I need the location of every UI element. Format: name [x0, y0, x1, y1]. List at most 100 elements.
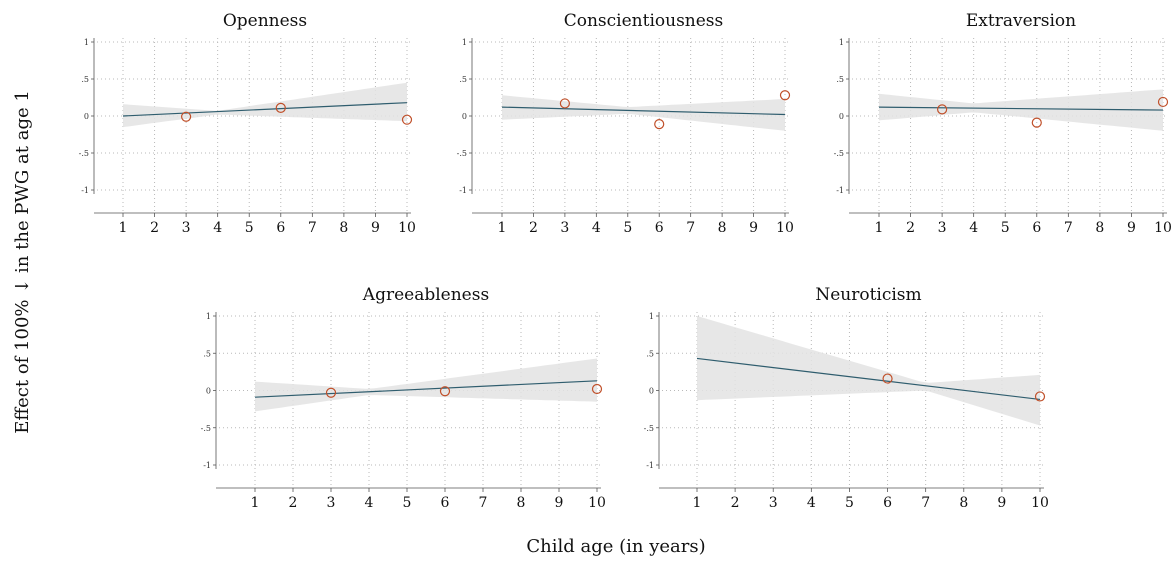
fitted-line: [122, 102, 408, 117]
estimate-point: [325, 387, 337, 398]
confidence-band: [879, 89, 1163, 131]
estimate-point: [937, 104, 948, 115]
x-tick-label: 9: [1127, 220, 1136, 236]
x-tick-label: 8: [339, 220, 348, 236]
y-tick-label: -.5: [79, 149, 89, 158]
x-tick-label: 2: [731, 495, 740, 511]
x-tick-label: 8: [1095, 220, 1104, 236]
x-tick-label: 7: [686, 220, 695, 236]
x-tick-label: 9: [555, 495, 564, 511]
panel-title: Agreeableness: [362, 285, 489, 305]
x-tick-label: 7: [308, 220, 317, 236]
estimate-point: [439, 386, 451, 397]
x-tick-label: 1: [498, 220, 507, 236]
x-tick-label: 5: [1001, 220, 1010, 236]
y-tick-label: 1: [84, 38, 89, 47]
confidence-band: [502, 95, 785, 131]
estimate-point: [401, 114, 413, 125]
x-tick-label: 1: [119, 220, 128, 236]
x-tick-label: 6: [883, 495, 892, 511]
estimate-point: [591, 383, 603, 395]
x-tick-label: 1: [693, 495, 702, 511]
y-tick-label: 1: [839, 38, 844, 47]
y-tick-label: 1: [649, 312, 654, 321]
y-tick-label: -1: [836, 186, 844, 195]
y-tick-label: -1: [646, 461, 654, 470]
y-tick-label: -1: [81, 186, 89, 195]
x-tick-label: 3: [938, 220, 947, 236]
y-tick-label: 0: [206, 387, 211, 396]
x-axis-title: Child age (in years): [526, 536, 705, 557]
y-tick-label: -1: [203, 461, 211, 470]
x-tick-label: 8: [718, 220, 727, 236]
x-tick-label: 9: [371, 220, 380, 236]
x-tick-label: 4: [969, 220, 978, 236]
fitted-line: [254, 380, 598, 398]
confidence-band: [255, 358, 597, 412]
y-tick-label: .5: [81, 75, 89, 84]
panel-neuroticism: Neuroticism 1 .5 0 -.5 -1 1 2 3 4 5 6 7 8 9 10: [644, 285, 1049, 511]
x-tick-label: 2: [906, 220, 915, 236]
y-tick-label: .5: [646, 349, 654, 358]
estimate-point: [779, 90, 791, 101]
x-tick-label: 9: [997, 495, 1006, 511]
x-tick-label: 3: [560, 220, 569, 236]
x-tick-label: 1: [251, 495, 260, 511]
x-tick-label: 2: [150, 220, 159, 236]
y-tick-label: -1: [459, 186, 467, 195]
panel-conscientiousness: Conscientiousness 1 .5 0 -.5 -1 1 2 3 4 5 6 7 8 9 10: [457, 11, 794, 236]
y-tick-label: -.5: [644, 424, 654, 433]
estimate-point: [882, 373, 893, 384]
estimate-point: [275, 102, 286, 113]
x-tick-label: 3: [327, 495, 336, 511]
x-tick-label: 9: [749, 220, 758, 236]
fitted-line: [696, 357, 1041, 401]
x-tick-label: 7: [1064, 220, 1073, 236]
y-tick-label: 1: [206, 312, 211, 321]
y-tick-label: 0: [839, 112, 844, 121]
x-tick-label: 4: [592, 220, 601, 236]
estimate-point: [1031, 117, 1042, 128]
y-axis-title: Effect of 100% ↓ in the PWG at age 1: [12, 90, 33, 434]
panel-title: Neuroticism: [815, 285, 921, 305]
x-tick-label: 6: [1032, 220, 1041, 236]
estimate-point: [181, 111, 192, 122]
y-tick-label: .5: [203, 349, 211, 358]
estimate-point: [1034, 391, 1046, 402]
y-tick-label: -.5: [457, 149, 467, 158]
x-tick-label: 5: [623, 220, 632, 236]
x-tick-label: 3: [769, 495, 778, 511]
panel-openness: Openness 1 .5 0 -.5 -1 1 2 3 4 5 6 7 8 9 10: [79, 11, 416, 236]
x-tick-label: 7: [921, 495, 930, 511]
x-tick-label: 4: [365, 495, 374, 511]
y-tick-label: 1: [462, 38, 467, 47]
x-tick-label: 10: [776, 220, 794, 236]
x-tick-label: 7: [479, 495, 488, 511]
x-tick-label: 1: [875, 220, 884, 236]
y-tick-label: -.5: [834, 149, 844, 158]
x-tick-label: 8: [517, 495, 526, 511]
x-tick-label: 6: [441, 495, 450, 511]
x-tick-label: 2: [529, 220, 538, 236]
x-tick-label: 4: [213, 220, 222, 236]
panel-extraversion: Extraversion 1 .5 0 -.5 -1 1 2 3 4 5 6 7 8 9 10: [834, 11, 1172, 236]
y-tick-label: 0: [462, 112, 467, 121]
confidence-band: [697, 316, 1040, 426]
panel-title: Openness: [223, 11, 307, 31]
x-tick-label: 10: [398, 220, 416, 236]
x-tick-label: 3: [182, 220, 191, 236]
estimate-point: [654, 119, 665, 130]
estimate-point: [559, 98, 570, 109]
x-tick-label: 5: [845, 495, 854, 511]
x-tick-label: 5: [245, 220, 254, 236]
x-tick-label: 4: [807, 495, 816, 511]
x-tick-label: 2: [289, 495, 298, 511]
confidence-band: [123, 82, 407, 128]
estimate-point: [1157, 96, 1169, 108]
x-tick-label: 5: [403, 495, 412, 511]
y-tick-label: .5: [459, 75, 467, 84]
x-tick-label: 8: [959, 495, 968, 511]
y-tick-label: -.5: [201, 424, 211, 433]
